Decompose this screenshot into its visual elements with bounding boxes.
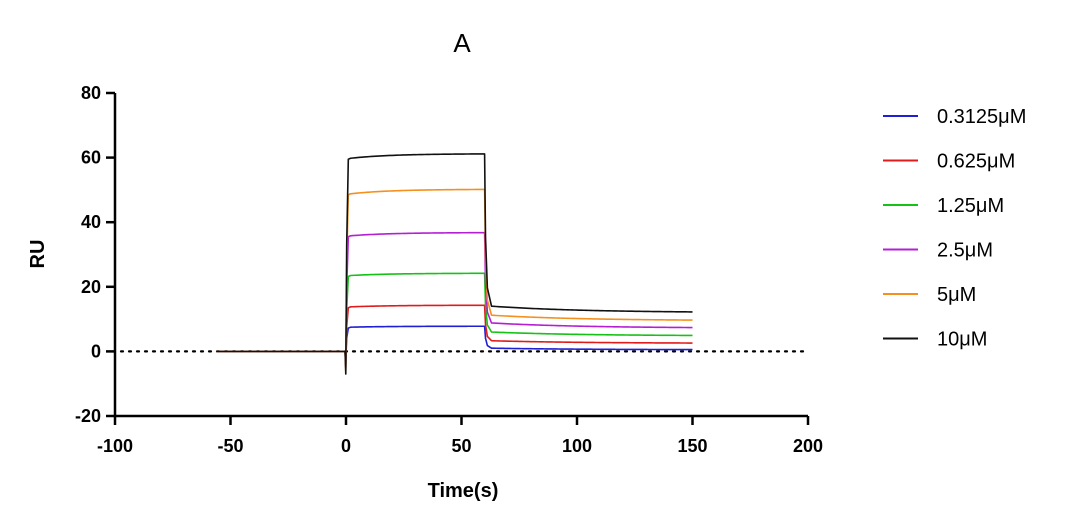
x-tick-label: 200 xyxy=(793,436,823,456)
series-line xyxy=(216,325,693,362)
legend-label: 1.25μM xyxy=(937,195,1004,217)
x-tick-label: -100 xyxy=(97,436,133,456)
plot-area: -20 0 20 40 60 80 -100 -50 0 50 100 150 200 xyxy=(75,83,823,456)
series-line xyxy=(216,272,693,369)
y-axis-label: RU xyxy=(27,240,49,269)
x-axis-label: Time(s) xyxy=(428,480,499,502)
y-axis-ticks: -20 0 20 40 60 80 xyxy=(75,83,115,426)
legend-label: 0.3125μM xyxy=(937,106,1026,128)
legend-label: 10μM xyxy=(937,329,987,351)
y-tick-label: 60 xyxy=(81,148,101,168)
x-tick-label: 100 xyxy=(562,436,592,456)
x-tick-label: 50 xyxy=(451,436,471,456)
legend: 0.3125μM 0.625μM 1.25μM 2.5μM 5μM 10μM xyxy=(883,106,1026,351)
x-tick-label: 150 xyxy=(677,436,707,456)
legend-label: 0.625μM xyxy=(937,151,1015,173)
series-line xyxy=(216,188,693,372)
series-line xyxy=(216,231,693,369)
y-tick-label: 0 xyxy=(91,341,101,361)
x-axis-ticks: -100 -50 0 50 100 150 200 xyxy=(97,416,823,456)
x-tick-label: 0 xyxy=(341,436,351,456)
x-tick-label: -50 xyxy=(217,436,243,456)
y-tick-label: 20 xyxy=(81,277,101,297)
y-tick-label: -20 xyxy=(75,406,101,426)
y-tick-label: 40 xyxy=(81,212,101,232)
chart-title: A xyxy=(453,28,471,58)
legend-label: 2.5μM xyxy=(937,240,993,262)
series-line xyxy=(216,153,693,375)
legend-label: 5μM xyxy=(937,284,976,306)
y-tick-label: 80 xyxy=(81,83,101,103)
series-layer xyxy=(216,153,693,375)
